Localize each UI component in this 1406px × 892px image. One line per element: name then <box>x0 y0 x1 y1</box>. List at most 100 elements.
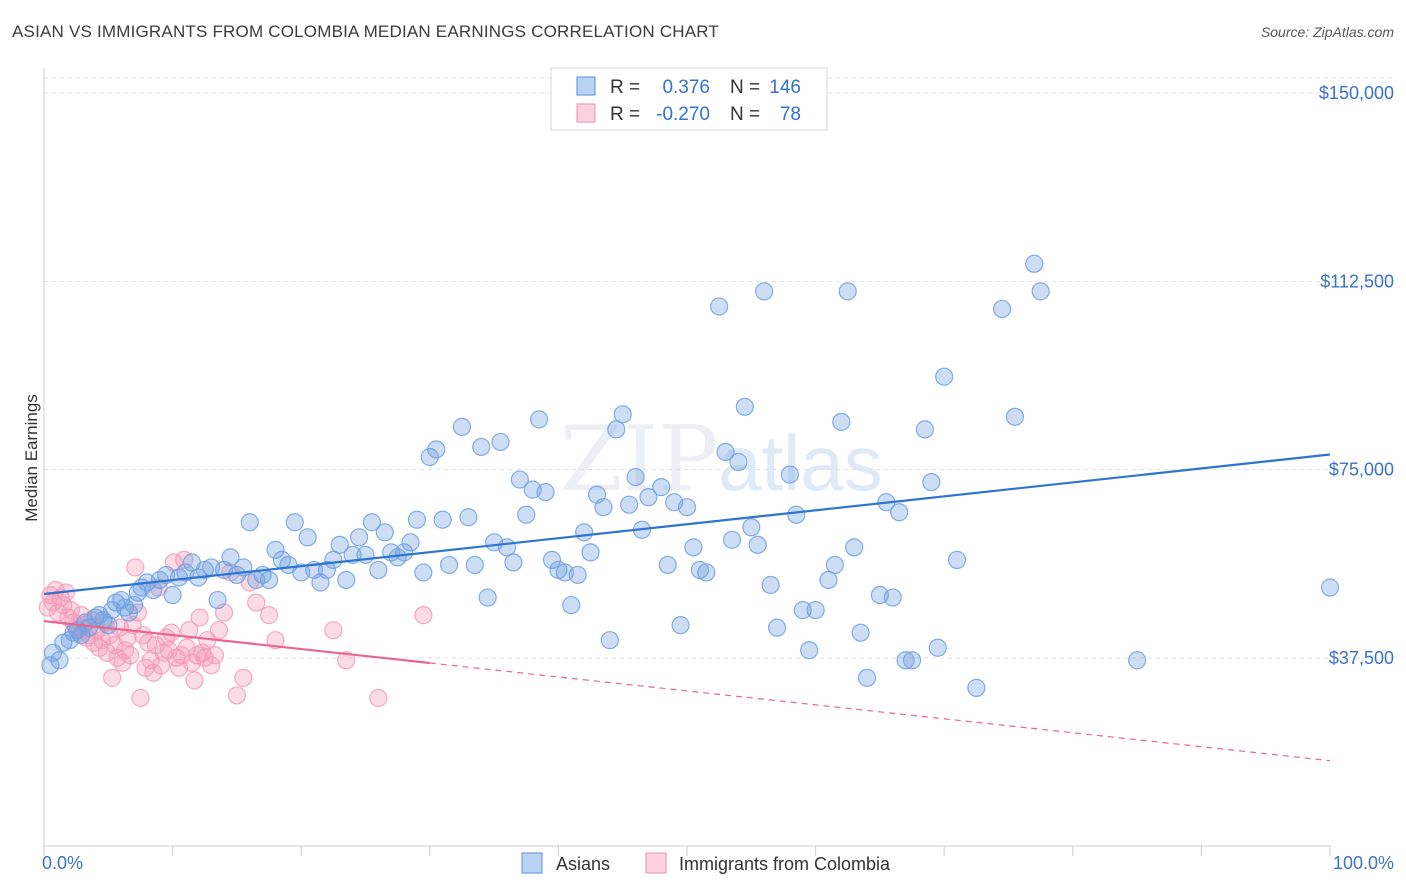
colombia-point-74 <box>324 621 343 640</box>
stats-box: R = 0.376 N = 146 R = -0.270 N = 78 <box>550 67 828 131</box>
asians-point-62 <box>394 543 414 562</box>
legend: Asians Immigrants from Colombia <box>521 852 891 874</box>
asians-point-132 <box>883 588 902 607</box>
legend-asians-swatch[interactable] <box>521 852 543 874</box>
asians-point-38 <box>240 513 259 532</box>
asians-point-55 <box>349 528 369 547</box>
asians-point-33 <box>208 590 227 610</box>
legend-colombia-swatch[interactable] <box>645 852 667 874</box>
y-tick-label-0: $37,500 <box>1329 648 1394 668</box>
asians-point-35 <box>221 548 240 567</box>
watermark-atlas: atlas <box>718 419 883 507</box>
x-ticks <box>43 846 1331 856</box>
asians-point-137 <box>922 472 941 492</box>
asians-point-134 <box>896 651 915 670</box>
asians-point-143 <box>1005 407 1025 426</box>
asians-point-146 <box>1127 651 1147 670</box>
asians-point-128 <box>851 623 870 642</box>
series-asians-points <box>41 254 1340 697</box>
chart-title: ASIAN VS IMMIGRANTS FROM COLOMBIA MEDIAN… <box>12 22 720 41</box>
colombia-point-65 <box>209 621 228 640</box>
stats-asians-n-label: N = <box>730 77 760 98</box>
stats-asians-r-value: 0.376 <box>662 77 710 98</box>
colombia-point-25 <box>103 668 122 687</box>
asians-point-59 <box>375 523 394 542</box>
asians-point-63 <box>401 533 420 552</box>
asians-point-103 <box>671 616 690 635</box>
x-tick-label-max: 100.0% <box>1333 853 1394 873</box>
asians-point-74 <box>478 588 497 607</box>
stats-asians-r-label: R = <box>610 77 640 98</box>
asians-point-140 <box>947 550 967 569</box>
colombia-point-32 <box>121 646 140 665</box>
asians-point-53 <box>337 570 356 590</box>
asians-point-58 <box>369 560 388 580</box>
asians-point-126 <box>838 282 857 301</box>
asians-point-78 <box>504 553 523 572</box>
colombia-point-76 <box>369 688 388 708</box>
asians-point-147 <box>1320 578 1340 597</box>
y-tick-labels: $37,500 $75,000 $112,500 $150,000 <box>1319 83 1394 668</box>
asians-point-139 <box>935 367 954 386</box>
stats-colombia-r-value: -0.270 <box>656 104 710 125</box>
y-tick-label-1: $75,000 <box>1329 460 1394 480</box>
asians-point-115 <box>755 282 774 301</box>
asians-point-26 <box>163 585 182 605</box>
asians-point-87 <box>562 595 581 615</box>
colombia-point-23 <box>97 643 117 662</box>
asians-point-142 <box>992 299 1012 319</box>
asians-point-127 <box>845 538 864 557</box>
asians-point-57 <box>362 513 382 532</box>
asians-point-99 <box>639 488 658 507</box>
y-tick-label-2: $112,500 <box>1320 271 1394 291</box>
asians-point-145 <box>1031 282 1050 301</box>
asians-point-94 <box>607 420 626 439</box>
asians-point-82 <box>530 410 549 429</box>
asians-point-113 <box>742 518 761 537</box>
colombia-point-36 <box>131 688 150 708</box>
asians-point-42 <box>266 540 285 559</box>
asians-point-122 <box>806 600 825 620</box>
asians-point-107 <box>697 563 716 582</box>
asians-point-92 <box>594 498 613 517</box>
asians-point-69 <box>439 555 459 575</box>
asians-point-64 <box>407 510 427 529</box>
asians-point-79 <box>510 470 529 489</box>
asians-point-76 <box>491 432 510 452</box>
stats-colombia-r-label: R = <box>610 104 640 125</box>
asians-point-84 <box>542 550 562 569</box>
asians-point-83 <box>536 483 555 502</box>
stats-colombia-n-label: N = <box>730 104 760 125</box>
asians-point-77 <box>497 538 517 557</box>
stats-asians-swatch <box>576 76 596 96</box>
colombia-point-59 <box>190 608 209 627</box>
y-axis-title: Median Earnings <box>22 394 41 522</box>
asians-point-89 <box>575 523 594 542</box>
asians-point-100 <box>652 478 671 497</box>
colombia-point-41 <box>144 663 163 682</box>
legend-colombia-label[interactable]: Immigrants from Colombia <box>679 854 891 874</box>
stats-asians-n-value: 146 <box>769 77 801 98</box>
colombia-point-77 <box>414 606 433 625</box>
asians-point-114 <box>748 535 767 554</box>
colombia-point-48 <box>162 623 181 642</box>
colombia-point-34 <box>126 558 145 577</box>
asians-point-124 <box>825 555 844 575</box>
asians-point-72 <box>465 555 484 575</box>
stats-colombia-n-value: 78 <box>780 104 801 125</box>
asians-point-65 <box>414 563 433 582</box>
asians-point-138 <box>928 638 947 657</box>
stats-colombia-swatch <box>576 103 596 123</box>
asians-point-121 <box>800 641 819 660</box>
asians-point-109 <box>716 442 735 462</box>
legend-asians-label[interactable]: Asians <box>556 854 610 874</box>
colombia-point-55 <box>180 621 199 640</box>
stats-box-frame <box>550 67 828 131</box>
asians-point-73 <box>472 437 491 457</box>
colombia-point-63 <box>202 656 221 675</box>
asians-point-88 <box>568 565 587 585</box>
trend-lines <box>43 453 1331 762</box>
asians-point-144 <box>1025 254 1044 273</box>
source-credit: Source: ZipAtlas.com <box>1260 24 1394 40</box>
